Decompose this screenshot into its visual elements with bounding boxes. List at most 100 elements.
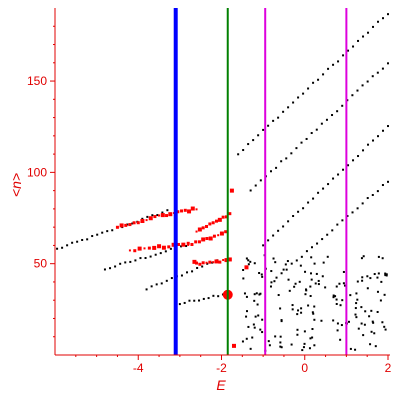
- data-point: [366, 197, 369, 200]
- data-point: [311, 311, 314, 314]
- data-point: [254, 315, 257, 318]
- data-point: [91, 235, 94, 238]
- data-point: [315, 272, 318, 275]
- data-point: [347, 49, 350, 52]
- data-point: [217, 234, 220, 237]
- data-point: [336, 223, 339, 226]
- data-point: [170, 277, 173, 280]
- data-point: [71, 241, 74, 244]
- data-point: [377, 135, 380, 138]
- data-point: [376, 71, 379, 74]
- data-point: [305, 289, 308, 292]
- data-point: [371, 194, 374, 197]
- data-point: [296, 328, 299, 331]
- data-point: [309, 272, 312, 275]
- data-point: [160, 282, 163, 285]
- data-point: [371, 75, 374, 78]
- data-point: [336, 329, 339, 332]
- data-point: [352, 45, 355, 48]
- data-point: [307, 304, 310, 307]
- data-point: [387, 13, 389, 16]
- data-point: [188, 299, 191, 302]
- data-point: [208, 260, 212, 264]
- y-tick-label: 100: [27, 165, 47, 179]
- data-point: [297, 309, 300, 312]
- data-point: [227, 257, 232, 262]
- data-point: [243, 292, 246, 295]
- data-point: [268, 344, 271, 347]
- data-point: [241, 340, 244, 343]
- data-point: [301, 349, 304, 352]
- data-point: [145, 288, 148, 291]
- data-point: [341, 104, 344, 107]
- data-point: [151, 214, 154, 217]
- data-point: [211, 221, 215, 225]
- data-point: [147, 246, 151, 250]
- data-point: [364, 310, 367, 313]
- data-point: [331, 229, 334, 232]
- data-point: [313, 344, 316, 347]
- data-point: [183, 208, 187, 212]
- data-point: [322, 187, 325, 190]
- data-point: [295, 147, 298, 150]
- data-point: [355, 316, 358, 319]
- data-point: [290, 262, 293, 265]
- data-point: [275, 276, 278, 279]
- data-point: [245, 257, 248, 260]
- data-point: [267, 124, 270, 127]
- data-point: [212, 234, 216, 238]
- data-point: [383, 325, 386, 328]
- data-point: [261, 331, 264, 334]
- data-point: [81, 238, 84, 241]
- data-point: [387, 62, 389, 65]
- data-point: [299, 264, 302, 267]
- data-point: [337, 60, 340, 63]
- data-point: [302, 92, 305, 95]
- data-point: [280, 346, 283, 349]
- data-point: [255, 292, 258, 295]
- data-point: [354, 348, 357, 351]
- data-point: [259, 179, 262, 182]
- data-point: [164, 250, 167, 253]
- data-point: [352, 159, 355, 162]
- data-point: [86, 238, 89, 241]
- data-point: [195, 208, 198, 211]
- data-point: [273, 280, 276, 283]
- y-tick-label: 50: [34, 257, 48, 271]
- data-point: [282, 110, 285, 113]
- data-point: [366, 80, 369, 83]
- data-point: [355, 292, 358, 295]
- data-point: [371, 320, 374, 323]
- data-point: [387, 180, 389, 183]
- data-point: [247, 263, 250, 266]
- data-point: [372, 139, 375, 142]
- data-point: [279, 345, 282, 348]
- data-point: [149, 255, 152, 258]
- data-point: [206, 262, 209, 265]
- data-point: [310, 278, 313, 281]
- data-point: [310, 246, 313, 249]
- data-point: [282, 225, 285, 228]
- data-point: [267, 239, 270, 242]
- data-point: [195, 230, 198, 233]
- data-point: [106, 230, 109, 233]
- data-point: [342, 270, 345, 273]
- data-point: [187, 243, 190, 246]
- data-point: [311, 336, 314, 339]
- data-point: [363, 323, 366, 326]
- data-point: [302, 346, 305, 349]
- data-point: [303, 342, 306, 345]
- data-point: [288, 289, 291, 292]
- data-point: [384, 274, 387, 277]
- data-point: [327, 183, 330, 186]
- data-point: [198, 262, 202, 266]
- data-point: [242, 269, 245, 272]
- data-point: [169, 247, 172, 250]
- data-point: [190, 206, 195, 211]
- data-point: [272, 119, 275, 122]
- data-point: [103, 268, 106, 271]
- data-point: [180, 245, 183, 248]
- data-point: [367, 143, 370, 146]
- data-point: [257, 314, 260, 317]
- data-point: [280, 160, 283, 163]
